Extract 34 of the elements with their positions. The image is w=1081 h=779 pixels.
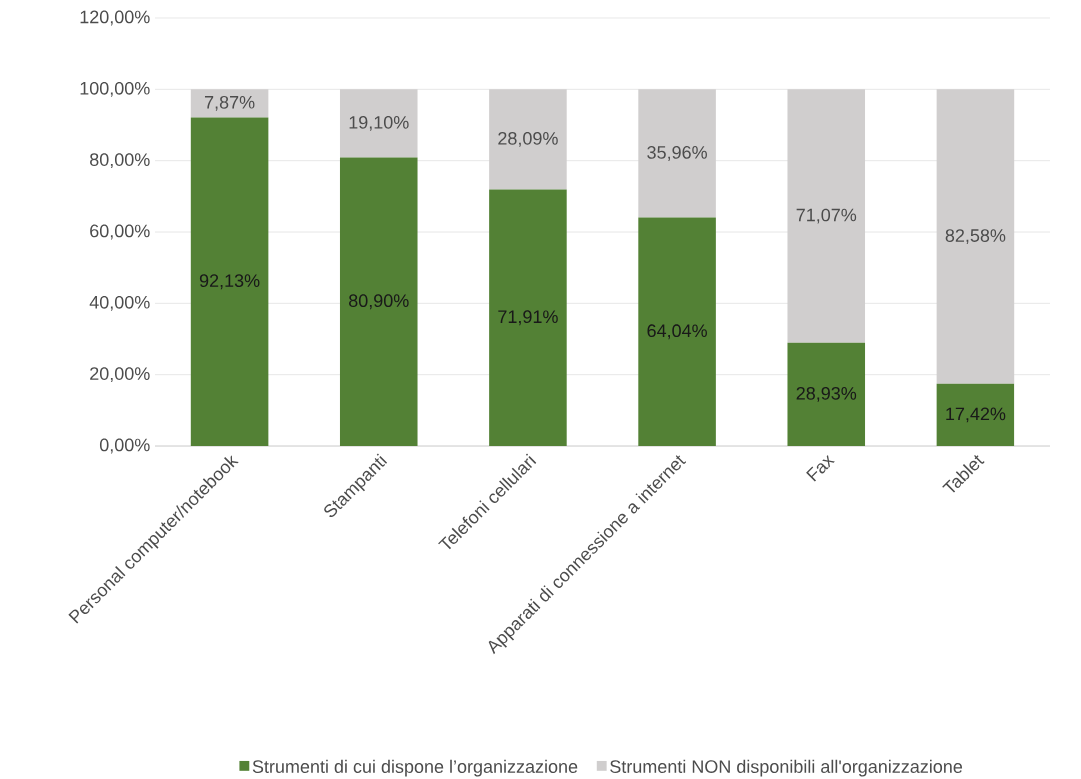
y-tick-label: 100,00% xyxy=(80,81,150,97)
bar xyxy=(787,342,866,446)
data-label: 71,91% xyxy=(498,310,558,326)
y-tick-label: 60,00% xyxy=(90,224,150,240)
data-label: 19,10% xyxy=(349,115,409,131)
data-label: 28,09% xyxy=(498,131,558,147)
bar xyxy=(936,383,1015,446)
data-label: 28,93% xyxy=(796,386,857,402)
bar xyxy=(190,89,269,118)
y-tick-label: 120,00% xyxy=(80,10,150,26)
y-tick-label: 80,00% xyxy=(90,153,150,169)
data-label: 71,07% xyxy=(796,208,857,224)
data-label: 82,58% xyxy=(945,229,1006,245)
y-tick-label: 0,00% xyxy=(99,438,150,454)
bar xyxy=(936,89,1015,384)
y-tick-label: 20,00% xyxy=(90,367,150,383)
data-label: 92,13% xyxy=(199,274,260,290)
bar xyxy=(638,217,716,446)
data-label: 7,87% xyxy=(204,95,255,111)
bar xyxy=(787,89,866,343)
y-tick-label: 40,00% xyxy=(89,295,150,311)
bar xyxy=(638,89,716,218)
data-label: 64,04% xyxy=(647,324,707,340)
bar xyxy=(339,157,418,446)
data-label: 17,42% xyxy=(946,407,1006,423)
bar xyxy=(190,117,269,446)
bar xyxy=(489,89,567,190)
legend-label: Strumenti di cui dispone l’organizzazione xyxy=(252,759,578,777)
data-label: 80,90% xyxy=(349,294,409,310)
bar xyxy=(339,89,418,158)
bar xyxy=(489,189,567,446)
legend-label: Strumenti NON disponibili all'organizzazione xyxy=(610,759,963,777)
x-tick-label: Fax xyxy=(806,454,835,482)
data-label: 35,96% xyxy=(647,146,707,161)
